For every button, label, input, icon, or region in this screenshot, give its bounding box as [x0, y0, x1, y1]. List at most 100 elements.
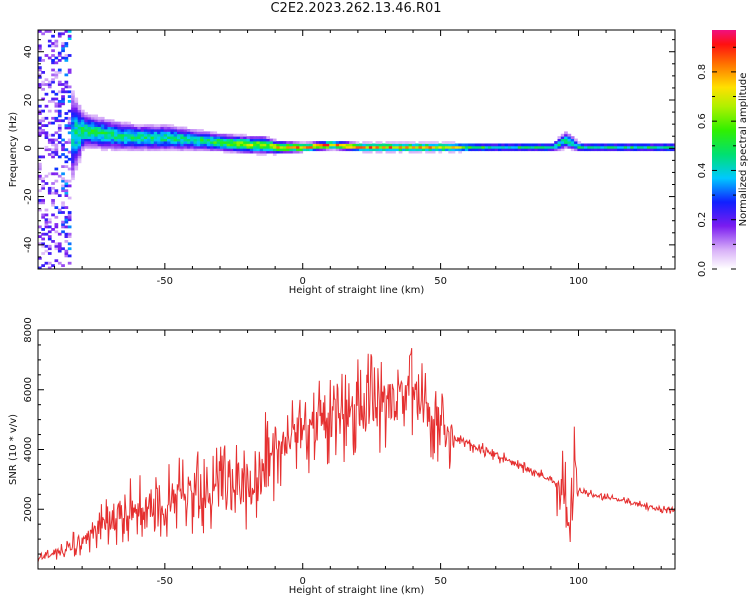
spectrogram-cell — [342, 145, 347, 149]
spectrogram-cell — [104, 131, 108, 135]
spectrogram-cell — [44, 208, 49, 212]
spectrogram-cell — [229, 136, 234, 139]
spectrogram-cell — [190, 129, 194, 132]
spectrogram-cell — [484, 145, 489, 149]
spectrogram-cell — [223, 136, 227, 139]
spectrogram-cell — [349, 145, 353, 149]
spectrogram-cell — [335, 148, 340, 152]
spectrogram-cell — [160, 138, 165, 142]
spectrogram-cell — [203, 131, 208, 135]
spectrogram-cell — [54, 42, 59, 45]
spectrogram-cell — [71, 138, 75, 142]
spectrogram-cell — [233, 138, 237, 142]
spectrogram-cell — [81, 148, 85, 152]
spectrogram-cell — [51, 68, 55, 72]
spectrogram-cell — [114, 136, 118, 139]
spectrogram-cell — [504, 145, 509, 149]
spectrogram-cell — [87, 114, 92, 118]
spectrogram-cell — [74, 150, 79, 154]
spectrogram-cell — [71, 121, 75, 125]
spectrogram-cell — [458, 150, 462, 154]
spectrogram-cell — [610, 143, 615, 147]
spectrogram-cell — [61, 153, 65, 156]
spectrogram-cell — [574, 148, 578, 152]
spectrogram-cell — [666, 145, 671, 149]
spectrogram-cell — [64, 252, 69, 255]
spectrogram-cell — [263, 141, 267, 144]
spectrogram-cell — [319, 145, 323, 149]
spectrogram-cell — [319, 143, 323, 147]
spectrogram-cell — [673, 148, 675, 152]
spectrogram-cell — [114, 133, 118, 137]
spectrogram-cell — [84, 126, 88, 130]
spectrogram-cell — [183, 148, 188, 152]
spectrogram-cell — [322, 141, 327, 144]
spectrogram-cell — [299, 148, 304, 152]
spectrogram-cell — [44, 223, 49, 226]
spectrogram-cell — [97, 138, 102, 142]
spectrogram-cell — [117, 148, 122, 152]
spectrogram-cell — [124, 141, 128, 144]
spectrogram-cell — [352, 143, 357, 147]
spectrogram-cell — [147, 129, 151, 132]
spectrogram-cell — [77, 141, 82, 144]
spectrogram-cell — [41, 184, 45, 188]
spectrogram-cell — [127, 131, 131, 135]
snr-y-tick-label: 4000 — [23, 437, 34, 462]
spectrogram-cell — [233, 148, 237, 152]
spectrogram-cell — [216, 143, 221, 147]
spectrogram-cell — [656, 143, 661, 147]
spectrogram-cell — [474, 143, 479, 147]
spectrogram-cell — [47, 191, 52, 195]
spectrogram-cell — [87, 121, 92, 125]
spectrogram-cell — [177, 145, 181, 149]
spectrogram-cell — [64, 225, 69, 229]
spectrogram-cell — [94, 145, 98, 149]
spectrogram-cell — [411, 141, 416, 144]
spectrogram-cell — [51, 59, 55, 62]
spectrogram-cell — [220, 141, 224, 144]
spectrogram-cell — [44, 145, 49, 149]
spectrogram-cell — [44, 78, 49, 82]
spectrogram-cell — [38, 85, 42, 89]
spectrogram-cell — [259, 141, 264, 144]
spectrogram-cell — [61, 32, 65, 36]
spectrogram-cell — [220, 148, 224, 152]
spectrogram-cell — [140, 133, 145, 137]
spectrogram-cell — [312, 143, 317, 147]
spectrogram-cell — [54, 143, 59, 147]
spectrogram-cell — [150, 131, 155, 135]
spectrogram-cell — [51, 155, 55, 159]
spectrogram-cell — [38, 121, 42, 125]
spectrogram-cell — [299, 145, 304, 149]
spectrogram-cell — [349, 141, 353, 144]
spectrogram-cell — [160, 136, 165, 139]
spectrogram-cell — [38, 155, 42, 159]
spectrogram-cell — [186, 145, 191, 149]
spectrogram-cell — [646, 143, 651, 147]
spectrogram-cell — [140, 126, 145, 130]
spectrogram-cell — [38, 73, 42, 77]
spectrogram-cell — [120, 133, 125, 137]
spectrogram-cell — [266, 141, 270, 144]
spectrogram-y-tick-label: 20 — [23, 94, 34, 107]
spectrogram-cell — [67, 157, 72, 161]
spectrogram-cell — [67, 85, 72, 89]
spectrogram-cell — [554, 148, 558, 152]
spectrogram-cell — [143, 131, 148, 135]
spectrogram-cell — [163, 136, 168, 139]
colorbar-gradient — [712, 30, 736, 269]
spectrogram-cell — [84, 124, 88, 127]
spectrogram-cell — [64, 254, 69, 258]
spectrogram-cell — [196, 138, 201, 142]
spectrogram-cell — [402, 143, 406, 147]
spectrogram-cell — [54, 119, 59, 123]
spectrogram-cell — [51, 213, 55, 217]
spectrogram-cell — [71, 124, 75, 127]
spectrogram-cell — [64, 160, 69, 164]
spectrogram-cell — [259, 138, 264, 142]
spectrogram-cell — [38, 242, 42, 246]
spectrogram-cell — [71, 150, 75, 154]
spectrogram-cell — [256, 141, 261, 144]
spectrogram-cell — [84, 141, 88, 144]
